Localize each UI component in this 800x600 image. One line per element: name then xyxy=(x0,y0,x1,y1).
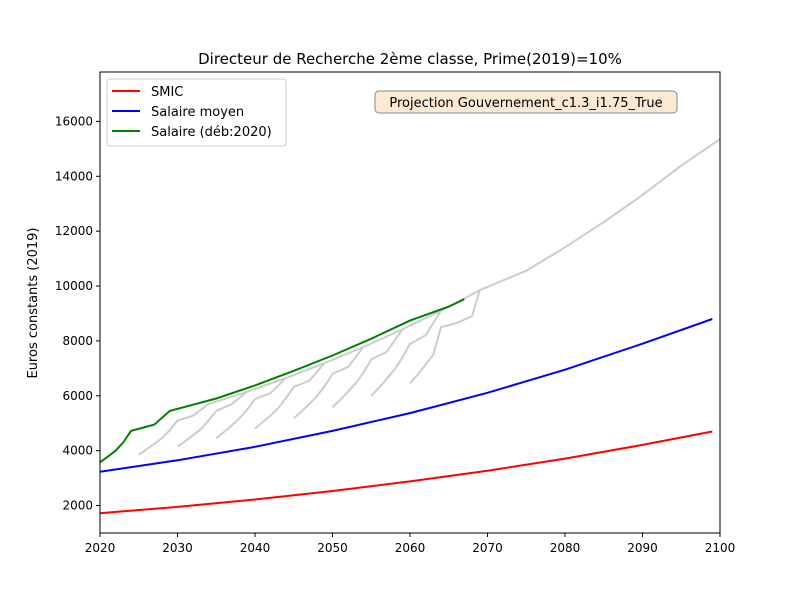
y-axis-label: Euros constants (2019) xyxy=(26,227,41,378)
background-lines xyxy=(138,138,721,456)
legend-label-0: SMIC xyxy=(151,85,183,100)
x-tick-label: 2070 xyxy=(472,541,503,555)
x-tick-label: 2080 xyxy=(550,541,581,555)
background-line-4 xyxy=(293,346,365,420)
x-tick-label: 2050 xyxy=(317,541,348,555)
series-lines xyxy=(99,298,713,515)
background-line-2 xyxy=(215,377,287,440)
x-tick-label: 2100 xyxy=(705,541,736,555)
y-tick-label: 4000 xyxy=(62,444,93,458)
y-tick-label: 14000 xyxy=(55,169,93,183)
legend-label-2: Salaire (déb:2020) xyxy=(151,125,272,140)
y-tick-label: 16000 xyxy=(55,114,93,128)
background-line-5 xyxy=(331,328,404,409)
legend-frame xyxy=(106,78,287,147)
y-tick-label: 8000 xyxy=(62,334,93,348)
y-tick-label: 6000 xyxy=(62,389,93,403)
y-axis: 2000 4000 6000 8000 10000 12000 14000 16000 xyxy=(55,114,100,513)
x-axis: 2020 2030 2040 2050 2060 2070 2080 2090 2100 xyxy=(85,533,736,555)
x-tick-label: 2040 xyxy=(240,541,271,555)
y-tick-label: 2000 xyxy=(62,499,93,513)
annotation-text: Projection Gouvernement_c1.3_i1.75_True xyxy=(389,96,662,111)
y-tick-label: 10000 xyxy=(55,279,93,293)
background-line-1 xyxy=(176,377,287,448)
y-tick-label: 12000 xyxy=(55,224,93,238)
x-tick-label: 2030 xyxy=(162,541,193,555)
legend: SMIC Salaire moyen Salaire (déb:2020) xyxy=(106,78,287,147)
x-tick-label: 2060 xyxy=(395,541,426,555)
x-tick-label: 2020 xyxy=(85,541,116,555)
series-line-1 xyxy=(99,318,713,473)
chart-title: Directeur de Recherche 2ème classe, Prim… xyxy=(198,50,622,68)
background-line-3 xyxy=(254,362,326,430)
series-line-0 xyxy=(99,430,713,515)
background-line-7 xyxy=(409,289,481,385)
background-line-6 xyxy=(370,310,442,397)
annotation-box: Projection Gouvernement_c1.3_i1.75_True xyxy=(374,90,678,114)
x-tick-label: 2090 xyxy=(627,541,658,555)
legend-label-1: Salaire moyen xyxy=(151,105,244,120)
series-line-2 xyxy=(99,298,465,464)
